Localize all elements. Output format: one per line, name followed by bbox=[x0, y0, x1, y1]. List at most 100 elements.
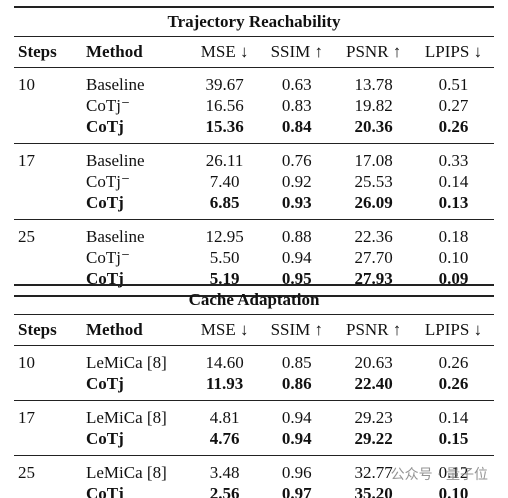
column-header: PSNR ↑ bbox=[334, 36, 413, 68]
steps-cell: 17 bbox=[18, 150, 35, 170]
value-cell: 0.94 bbox=[281, 428, 312, 448]
value-cell: 0.94 bbox=[281, 407, 312, 427]
method-cell: Baseline bbox=[86, 226, 145, 246]
table-row: CoTj⁻ 7.40 0.92 25.53 0.14 bbox=[14, 171, 494, 192]
value-cell: 17.08 bbox=[354, 150, 393, 170]
table-row: CoTj⁻ 16.56 0.83 19.82 0.27 bbox=[14, 95, 494, 116]
value-cell: 4.76 bbox=[209, 428, 240, 448]
value-cell: 0.26 bbox=[438, 352, 469, 372]
value-cell: 0.14 bbox=[438, 171, 469, 191]
table-row: CoTj 2.56 0.97 35.20 0.10 bbox=[14, 483, 494, 498]
value-cell: 0.84 bbox=[281, 116, 312, 136]
value-cell: 25.53 bbox=[354, 171, 393, 191]
value-cell: 0.76 bbox=[281, 150, 312, 170]
value-cell: 5.50 bbox=[209, 247, 240, 267]
value-cell: 11.93 bbox=[205, 373, 244, 393]
value-cell: 0.26 bbox=[438, 373, 469, 393]
method-cell: CoTj bbox=[86, 428, 124, 448]
value-cell: 14.60 bbox=[205, 352, 244, 372]
column-header: MSE ↓ bbox=[190, 314, 260, 346]
steps-cell: 10 bbox=[18, 74, 35, 94]
value-cell: 27.93 bbox=[354, 268, 393, 288]
value-cell: 5.19 bbox=[209, 268, 240, 288]
value-cell: 15.36 bbox=[205, 116, 244, 136]
header-row: Steps Method MSE ↓ SSIM ↑ PSNR ↑ LPIPS ↓ bbox=[14, 36, 494, 68]
value-cell: 22.40 bbox=[354, 373, 393, 393]
value-cell: 0.10 bbox=[438, 247, 469, 267]
row-group: 25 LeMiCa [8] 3.48 0.96 32.77 0.12 CoTj 2.56 0.9… bbox=[14, 456, 494, 498]
value-cell: 0.10 bbox=[438, 483, 469, 498]
steps-cell bbox=[14, 192, 82, 220]
table-row: 10 Baseline 39.67 0.63 13.78 0.51 bbox=[14, 68, 494, 96]
value-cell: 32.77 bbox=[354, 462, 393, 482]
value-cell: 0.94 bbox=[281, 247, 312, 267]
method-cell: Baseline bbox=[86, 150, 145, 170]
method-cell: CoTj bbox=[86, 373, 124, 393]
value-cell: 29.23 bbox=[354, 407, 393, 427]
value-cell: 0.33 bbox=[438, 150, 469, 170]
table-row: CoTj 11.93 0.86 22.40 0.26 bbox=[14, 373, 494, 401]
value-cell: 2.56 bbox=[209, 483, 240, 498]
column-header: PSNR ↑ bbox=[334, 314, 413, 346]
row-group: 17 Baseline 26.11 0.76 17.08 0.33 CoTj⁻ 7.40 0.9… bbox=[14, 144, 494, 220]
steps-cell bbox=[14, 428, 82, 456]
value-cell: 13.78 bbox=[354, 74, 393, 94]
table-head: Trajectory Reachability Steps Method MSE ↓ S… bbox=[14, 6, 494, 68]
value-cell: 0.85 bbox=[281, 352, 312, 372]
table-row: CoTj 5.19 0.95 27.93 0.09 bbox=[14, 268, 494, 296]
row-group: 10 LeMiCa [8] 14.60 0.85 20.63 0.26 CoTj 11.93 0… bbox=[14, 346, 494, 401]
steps-cell bbox=[14, 116, 82, 144]
value-cell: 16.56 bbox=[205, 95, 244, 115]
table-head: Cache Adaptation Steps Method MSE ↓ SSIM ↑ PS… bbox=[14, 284, 494, 346]
column-header: Method bbox=[82, 36, 190, 68]
method-cell: CoTj⁻ bbox=[86, 247, 130, 267]
table-row: 10 LeMiCa [8] 14.60 0.85 20.63 0.26 bbox=[14, 346, 494, 374]
value-cell: 26.09 bbox=[354, 192, 393, 212]
column-header: SSIM ↑ bbox=[259, 314, 335, 346]
table: Cache Adaptation Steps Method MSE ↓ SSIM ↑ PS… bbox=[14, 284, 494, 498]
method-cell: LeMiCa [8] bbox=[86, 462, 167, 482]
steps-cell: 10 bbox=[18, 352, 35, 372]
method-cell: CoTj bbox=[86, 483, 124, 498]
steps-cell bbox=[14, 373, 82, 401]
value-cell: 20.63 bbox=[354, 352, 393, 372]
steps-cell bbox=[14, 171, 82, 192]
value-cell: 19.82 bbox=[354, 95, 393, 115]
value-cell: 0.93 bbox=[281, 192, 312, 212]
column-header: LPIPS ↓ bbox=[412, 36, 494, 68]
table-row: CoTj 15.36 0.84 20.36 0.26 bbox=[14, 116, 494, 144]
row-group: 17 LeMiCa [8] 4.81 0.94 29.23 0.14 CoTj 4.76 0.9… bbox=[14, 401, 494, 456]
value-cell: 0.26 bbox=[438, 116, 469, 136]
value-cell: 12.95 bbox=[205, 226, 244, 246]
column-header: Steps bbox=[14, 36, 82, 68]
value-cell: 22.36 bbox=[354, 226, 393, 246]
value-cell: 27.70 bbox=[354, 247, 393, 267]
section-title: Cache Adaptation bbox=[14, 284, 494, 315]
method-cell: LeMiCa [8] bbox=[86, 352, 167, 372]
value-cell: 0.92 bbox=[281, 171, 312, 191]
value-cell: 0.83 bbox=[281, 95, 312, 115]
steps-cell bbox=[14, 247, 82, 268]
table-row: CoTj 6.85 0.93 26.09 0.13 bbox=[14, 192, 494, 220]
steps-cell: 25 bbox=[18, 226, 35, 246]
table-row: CoTj 4.76 0.94 29.22 0.15 bbox=[14, 428, 494, 456]
value-cell: 0.88 bbox=[281, 226, 312, 246]
value-cell: 0.63 bbox=[281, 74, 312, 94]
steps-cell bbox=[14, 95, 82, 116]
method-cell: LeMiCa [8] bbox=[86, 407, 167, 427]
value-cell: 0.86 bbox=[281, 373, 312, 393]
table-row: 17 LeMiCa [8] 4.81 0.94 29.23 0.14 bbox=[14, 401, 494, 429]
table-row: 17 Baseline 26.11 0.76 17.08 0.33 bbox=[14, 144, 494, 172]
table: Trajectory Reachability Steps Method MSE ↓ S… bbox=[14, 6, 494, 297]
value-cell: 0.27 bbox=[438, 95, 469, 115]
value-cell: 3.48 bbox=[209, 462, 240, 482]
value-cell: 4.81 bbox=[209, 407, 240, 427]
value-cell: 0.13 bbox=[438, 192, 469, 212]
table-row: 25 Baseline 12.95 0.88 22.36 0.18 bbox=[14, 220, 494, 248]
title-row: Cache Adaptation bbox=[14, 284, 494, 315]
value-cell: 0.12 bbox=[438, 462, 469, 482]
value-cell: 39.67 bbox=[205, 74, 244, 94]
value-cell: 0.09 bbox=[438, 268, 469, 288]
value-cell: 0.96 bbox=[281, 462, 312, 482]
